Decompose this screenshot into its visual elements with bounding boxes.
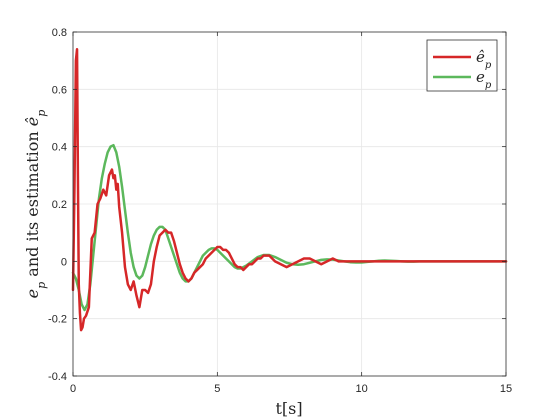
legend-label-ep-hat: êp	[476, 48, 492, 71]
legend-label-ep-sub: p	[485, 80, 492, 91]
legend-box	[426, 39, 498, 92]
legend-label-ep-hat-var: ê	[476, 48, 485, 66]
x-tick-label: 10	[356, 383, 368, 395]
series-line-ep-hat	[71, 47, 508, 332]
ticks: 0 5 10 15 -0.4 -0.2 0 0.2 0.4 0.6 0.8	[48, 27, 512, 395]
y-tick-label: 0.6	[52, 84, 67, 96]
y-tick-label: -0.2	[48, 314, 67, 326]
legend-label-ep: ep	[476, 68, 492, 91]
y-axis-label: ep and its estimation êp	[23, 110, 48, 299]
y-tick-label: 0.8	[52, 27, 67, 39]
y-axis-label-est-var: ê	[23, 117, 42, 126]
legend-label-ep-var: e	[476, 68, 485, 86]
y-axis-label-main-var: e	[23, 289, 42, 298]
y-axis-label-main-sub: p	[35, 282, 48, 289]
x-tick-label: 0	[70, 383, 76, 395]
y-tick-label: 0	[61, 256, 67, 268]
y-tick-label: 0.4	[52, 142, 67, 154]
y-tick-label: 0.2	[52, 199, 67, 211]
legend-label-ep-hat-sub: p	[485, 60, 492, 71]
y-axis-label-est-sub: p	[35, 110, 48, 117]
x-axis-label: t[s]	[275, 399, 302, 418]
y-tick-label: -0.4	[48, 371, 67, 383]
x-tick-label: 15	[500, 383, 512, 395]
x-tick-label: 5	[214, 383, 220, 395]
series-layer	[71, 47, 508, 332]
y-axis-label-mid-text: and its estimation	[23, 126, 42, 282]
legend: êp ep	[426, 39, 498, 92]
